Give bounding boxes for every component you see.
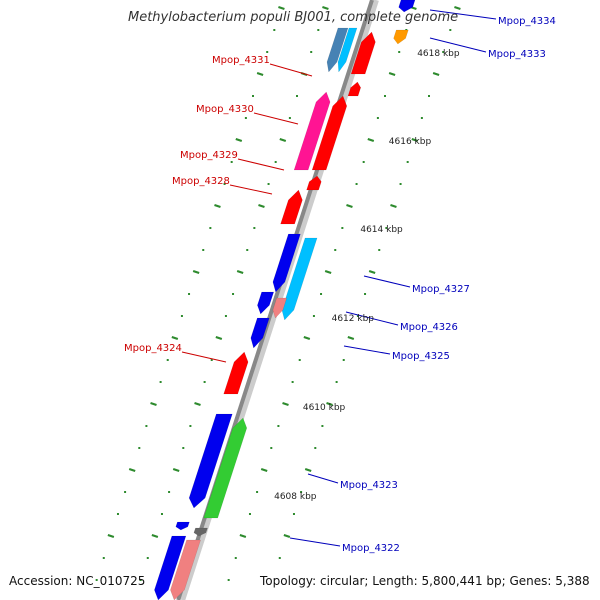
- scale-tick: [432, 71, 440, 77]
- leader-line: [343, 345, 391, 355]
- accession-text: Accession: NC_010725: [9, 574, 146, 588]
- scale-tick: [151, 533, 159, 539]
- gene-label-right: Mpop_4327: [412, 284, 470, 295]
- scale-tick: [192, 269, 200, 275]
- scale-tick: [411, 137, 419, 143]
- leader-line: [429, 9, 497, 20]
- gene-marker[interactable]: [175, 521, 190, 531]
- scale-tick: [347, 335, 355, 341]
- scale-tick: [283, 533, 291, 539]
- leader-line: [345, 311, 399, 326]
- gene-mpop-4328[interactable]: [306, 175, 322, 191]
- scale-tick: [194, 401, 201, 407]
- gene-features[interactable]: [154, 0, 416, 600]
- leader-line: [429, 37, 487, 53]
- scale-tick: [172, 467, 180, 473]
- scale-tick: [390, 203, 397, 209]
- gene-label-left: Mpop_4324: [124, 343, 182, 354]
- scale-tick: [367, 137, 375, 143]
- leader-line: [363, 275, 411, 288]
- leader-line: [253, 112, 299, 125]
- gene-label-right: Mpop_4323: [340, 480, 398, 491]
- scale-tick: [235, 137, 243, 143]
- leader-line: [269, 63, 313, 77]
- gene-marker[interactable]: [347, 81, 361, 97]
- scale-tick: [256, 71, 264, 77]
- gene-mpop-4325[interactable]: [250, 317, 270, 349]
- scale-tick: [214, 203, 221, 209]
- scale-label: 4610 kbp: [303, 403, 346, 413]
- scale-tick: [150, 401, 157, 407]
- gene-marker[interactable]: [193, 527, 208, 537]
- gene-mpop-4329[interactable]: [280, 189, 303, 225]
- scale-tick: [128, 467, 136, 473]
- scale-tick: [282, 401, 289, 407]
- scale-tick: [324, 269, 332, 275]
- gene-label-right: Mpop_4326: [400, 322, 458, 333]
- gene-marker[interactable]: [257, 291, 275, 315]
- scale-tick: [303, 335, 311, 341]
- scale-tick: [239, 533, 247, 539]
- leader-line: [237, 158, 285, 171]
- gene-mpop-4323-a[interactable]: [188, 413, 233, 509]
- scale-tick: [304, 467, 312, 473]
- scale-tick: [388, 71, 396, 77]
- scale-tick: [279, 137, 287, 143]
- genome-title: Methylobacterium populi BJ001, complete …: [128, 10, 459, 25]
- gene-mpop-4327-a[interactable]: [272, 233, 301, 293]
- scale-label: 4612 kbp: [332, 314, 375, 324]
- scale-tick: [368, 269, 376, 275]
- gene-marker[interactable]: [337, 27, 358, 73]
- scale-label: 4618 kbp: [417, 49, 460, 59]
- gene-mpop-4333[interactable]: [393, 29, 409, 45]
- gene-mpop-4330[interactable]: [293, 91, 331, 171]
- gene-label-right: Mpop_4333: [488, 49, 546, 60]
- scale-tick: [171, 335, 179, 341]
- leader-line: [229, 184, 273, 195]
- gene-mpop-4331[interactable]: [350, 31, 376, 75]
- scale-label: 4614 kbp: [360, 225, 403, 235]
- scale-tick: [236, 269, 244, 275]
- scale-label: 4616 kbp: [389, 137, 432, 147]
- scale-tick: [326, 401, 333, 407]
- gene-labels: 4618 kbp 4616 kbp 4614 kbp 4612 kbp 4610 kbp…: [124, 16, 556, 554]
- gene-label-right: Mpop_4325: [392, 351, 450, 362]
- scale-tick: [260, 467, 268, 473]
- topology-text: Topology: circular; Length: 5,800,441 bp…: [258, 574, 592, 588]
- scale-tick: [454, 5, 461, 11]
- gene-mpop-4323[interactable]: [203, 417, 248, 519]
- scale-tick: [258, 203, 265, 209]
- gene-mpop-4324[interactable]: [223, 351, 249, 395]
- gene-mpop-4330-b[interactable]: [311, 95, 348, 171]
- gene-label-right: Mpop_4334: [498, 16, 556, 27]
- label-leaders: [181, 9, 497, 547]
- gene-mpop-4326[interactable]: [272, 297, 288, 319]
- gene-label-left: Mpop_4330: [196, 104, 254, 115]
- scale-tick: [346, 203, 353, 209]
- leader-line: [307, 473, 339, 484]
- scale-label: 4608 kbp: [274, 492, 317, 502]
- gene-mpop-4322[interactable]: [170, 539, 201, 600]
- gene-mpop-4322-a[interactable]: [154, 535, 187, 600]
- scale-tick: [278, 5, 285, 11]
- gene-mpop-4333-marker[interactable]: [326, 27, 349, 73]
- gene-mpop-4334[interactable]: [398, 0, 416, 13]
- leader-line: [289, 537, 341, 547]
- scale-tick: [215, 335, 223, 341]
- gene-label-left: Mpop_4328: [172, 176, 230, 187]
- gene-label-left: Mpop_4329: [180, 150, 238, 161]
- gene-label-right: Mpop_4322: [342, 543, 400, 554]
- scale-ticks: [95, 5, 461, 581]
- gene-label-left: Mpop_4331: [212, 55, 270, 66]
- scale-tick: [107, 533, 115, 539]
- scale-tick: [322, 5, 329, 11]
- leader-line: [181, 351, 227, 363]
